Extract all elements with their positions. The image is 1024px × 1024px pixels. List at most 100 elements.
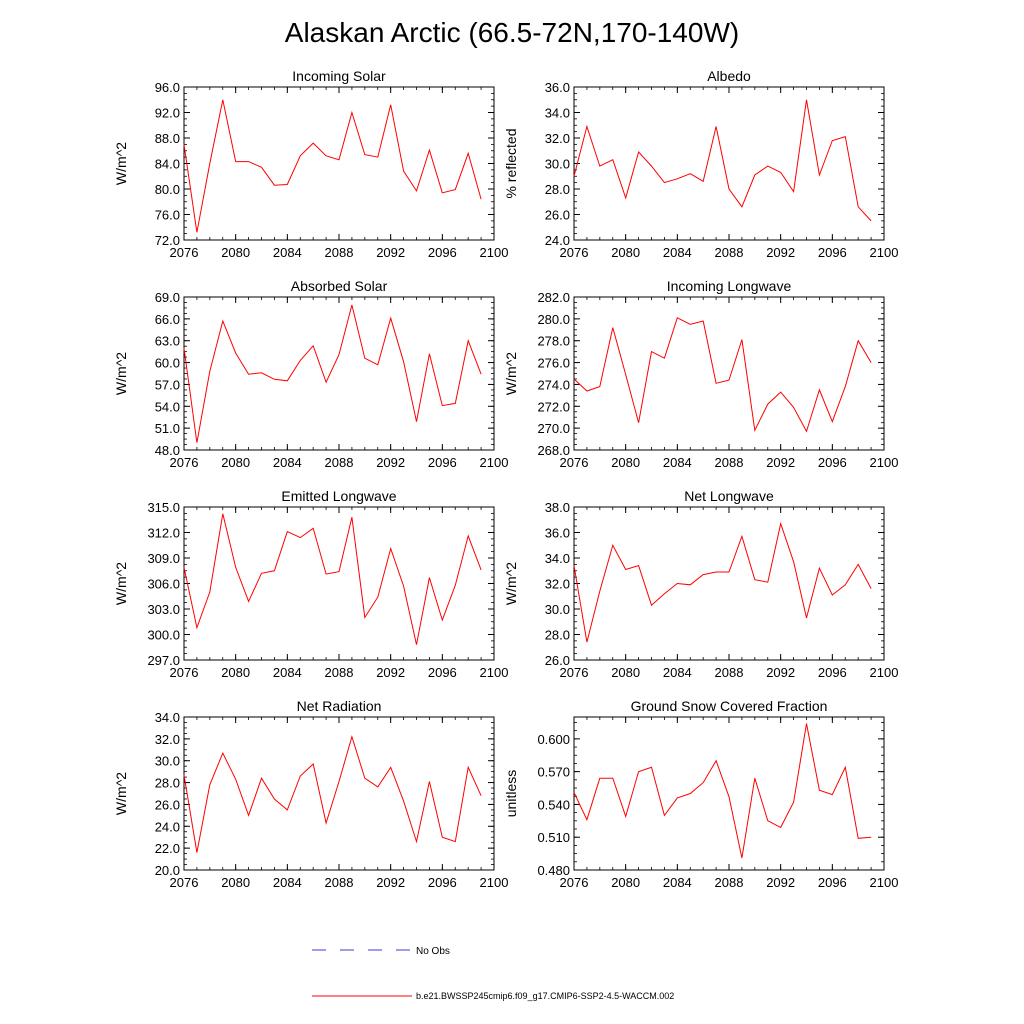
y-tick-label: 34.0 [545, 551, 570, 566]
x-tick-label: 2092 [376, 245, 405, 260]
x-tick-label: 2084 [663, 665, 692, 680]
x-tick-label: 2088 [325, 875, 354, 890]
y-axis-label: W/m^2 [113, 562, 129, 605]
x-tick-label: 2084 [663, 875, 692, 890]
y-tick-label: 268.0 [537, 443, 570, 458]
plot-frame [183, 86, 495, 241]
x-tick-label: 2100 [480, 245, 509, 260]
y-tick-label: 26.0 [545, 208, 570, 223]
panel-title: Albedo [707, 68, 751, 84]
y-tick-label: 30.0 [155, 754, 180, 769]
x-tick-label: 2076 [560, 875, 589, 890]
x-tick-label: 2096 [818, 245, 847, 260]
y-tick-label: 306.0 [147, 577, 180, 592]
panel-incoming-solar: Incoming Solar W/m^2 2076 2080 2084 2088 2092 2… [113, 68, 508, 260]
series-line [573, 521, 872, 643]
y-tick-label: 30.0 [545, 602, 570, 617]
x-tick-label: 2080 [611, 665, 640, 680]
y-tick-label: 63.0 [155, 334, 180, 349]
figure-title: Alaskan Arctic (66.5-72N,170-140W) [285, 17, 739, 48]
x-tick-label: 2084 [273, 665, 302, 680]
series-line [183, 513, 482, 645]
y-tick-label: 69.0 [155, 290, 180, 305]
y-tick-label: 300.0 [147, 628, 180, 643]
x-tick-label: 2076 [170, 875, 199, 890]
y-tick-label: 54.0 [155, 399, 180, 414]
panel-net-longwave: Net Longwave W/m^2 2076 2080 2084 2088 2092 209… [503, 488, 898, 680]
x-tick-label: 2100 [480, 455, 509, 470]
x-tick-label: 2088 [715, 455, 744, 470]
panel-incoming-longwave: Incoming Longwave W/m^2 2076 2080 2084 2088 20… [503, 278, 898, 470]
x-tick-label: 2080 [611, 245, 640, 260]
y-tick-label: 30.0 [545, 157, 570, 172]
x-tick-label: 2076 [170, 455, 199, 470]
x-tick-label: 2088 [715, 665, 744, 680]
y-tick-label: 309.0 [147, 551, 180, 566]
y-tick-label: 72.0 [155, 233, 180, 248]
y-tick-label: 22.0 [155, 841, 180, 856]
x-tick-label: 2084 [663, 455, 692, 470]
x-tick-label: 2100 [480, 875, 509, 890]
x-tick-label: 2096 [428, 665, 457, 680]
y-axis-label: W/m^2 [503, 562, 519, 605]
series-line [573, 99, 872, 222]
x-tick-label: 2080 [221, 665, 250, 680]
y-tick-label: 26.0 [155, 797, 180, 812]
panel-title: Incoming Solar [292, 68, 386, 84]
x-tick-label: 2096 [428, 245, 457, 260]
y-tick-label: 26.0 [545, 653, 570, 668]
series-line [573, 723, 872, 859]
x-tick-label: 2084 [273, 245, 302, 260]
y-tick-label: 297.0 [147, 653, 180, 668]
legend-obs-label: No Obs [416, 946, 450, 957]
y-tick-label: 34.0 [155, 710, 180, 725]
x-tick-label: 2092 [766, 665, 795, 680]
x-tick-label: 2088 [325, 455, 354, 470]
y-tick-label: 0.510 [537, 830, 570, 845]
x-tick-label: 2080 [221, 455, 250, 470]
y-tick-label: 278.0 [537, 334, 570, 349]
x-tick-label: 2080 [221, 245, 250, 260]
series-line [183, 99, 482, 233]
legend: No Obs b.e21.BWSSP245cmip6.f09_g17.CMIP6… [312, 946, 674, 1001]
y-tick-label: 315.0 [147, 500, 180, 515]
y-tick-label: 48.0 [155, 443, 180, 458]
y-tick-label: 66.0 [155, 312, 180, 327]
x-tick-label: 2080 [611, 455, 640, 470]
series-line [183, 734, 482, 853]
panel-title: Net Radiation [297, 698, 382, 714]
x-tick-label: 2092 [766, 875, 795, 890]
panel-albedo: Albedo % reflected 2076 2080 2084 2088 2092 209… [503, 68, 898, 260]
y-tick-label: 282.0 [537, 290, 570, 305]
y-tick-label: 28.0 [545, 628, 570, 643]
y-tick-label: 92.0 [155, 106, 180, 121]
y-axis-label: W/m^2 [503, 352, 519, 395]
y-tick-label: 76.0 [155, 208, 180, 223]
x-tick-label: 2084 [273, 455, 302, 470]
x-tick-label: 2096 [818, 455, 847, 470]
y-tick-label: 0.480 [537, 863, 570, 878]
y-tick-label: 272.0 [537, 399, 570, 414]
y-tick-label: 38.0 [545, 500, 570, 515]
panel-title: Ground Snow Covered Fraction [631, 698, 828, 714]
y-tick-label: 32.0 [545, 577, 570, 592]
y-tick-label: 312.0 [147, 526, 180, 541]
x-tick-label: 2092 [376, 875, 405, 890]
y-tick-label: 24.0 [545, 233, 570, 248]
x-tick-label: 2076 [560, 455, 589, 470]
y-tick-label: 51.0 [155, 421, 180, 436]
y-tick-label: 276.0 [537, 356, 570, 371]
y-axis-label: W/m^2 [113, 772, 129, 815]
x-tick-label: 2076 [170, 665, 199, 680]
y-tick-label: 84.0 [155, 157, 180, 172]
x-tick-label: 2076 [560, 245, 589, 260]
panel-ground-snow-covered-fraction: Ground Snow Covered Fraction unitless 2076… [503, 698, 898, 890]
plot-frame [183, 506, 495, 661]
plot-frame [573, 86, 885, 241]
x-tick-label: 2076 [170, 245, 199, 260]
x-tick-label: 2076 [560, 665, 589, 680]
y-tick-label: 0.570 [537, 765, 570, 780]
y-tick-label: 28.0 [545, 182, 570, 197]
y-tick-label: 88.0 [155, 131, 180, 146]
